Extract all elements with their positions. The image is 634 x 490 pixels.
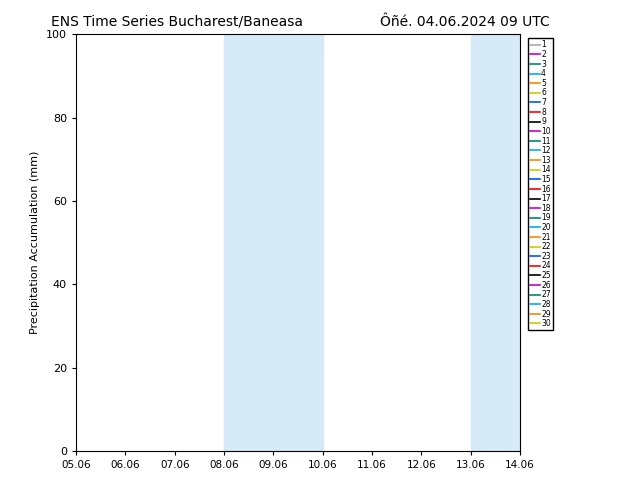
Y-axis label: Precipitation Accumulation (mm): Precipitation Accumulation (mm) bbox=[30, 151, 41, 334]
Text: Ôñé. 04.06.2024 09 UTC: Ôñé. 04.06.2024 09 UTC bbox=[380, 15, 550, 29]
Bar bbox=[470, 34, 495, 451]
Bar bbox=[249, 34, 323, 451]
Bar bbox=[224, 34, 249, 451]
Text: ENS Time Series Bucharest/Baneasa: ENS Time Series Bucharest/Baneasa bbox=[51, 15, 302, 29]
Legend: 1, 2, 3, 4, 5, 6, 7, 8, 9, 10, 11, 12, 13, 14, 15, 16, 17, 18, 19, 20, 21, 22, 2: 1, 2, 3, 4, 5, 6, 7, 8, 9, 10, 11, 12, 1… bbox=[528, 38, 553, 330]
Bar bbox=[495, 34, 520, 451]
